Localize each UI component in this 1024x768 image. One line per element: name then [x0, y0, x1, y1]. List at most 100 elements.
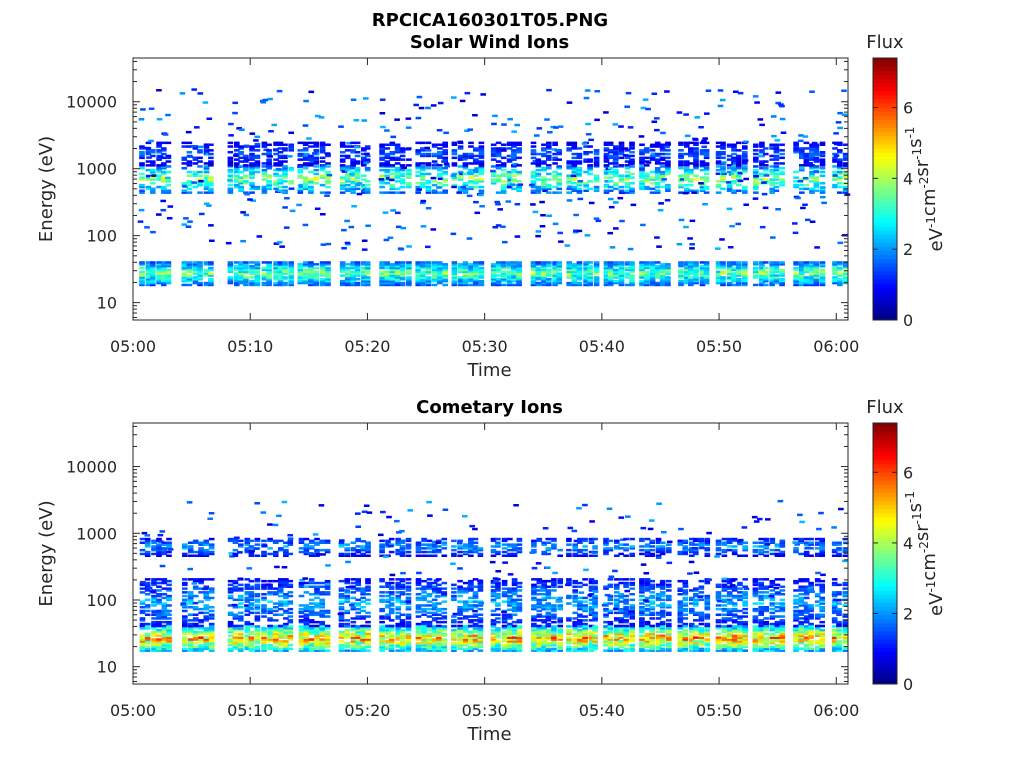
flux-cell: [678, 183, 684, 187]
flux-cell: [379, 264, 385, 268]
flux-cell: [399, 602, 406, 605]
flux-cell: [350, 276, 356, 279]
flux-cell: [613, 165, 619, 168]
flux-cell: [742, 281, 748, 285]
flux-cell: [344, 622, 350, 626]
flux-cell: [238, 619, 244, 622]
flux-cell: [273, 613, 279, 616]
flux-cell: [759, 268, 765, 272]
flux-cell: [288, 276, 294, 279]
flux-cell: [715, 247, 721, 250]
flux-cell: [365, 585, 371, 588]
flux-cell: [181, 276, 188, 279]
flux-cell: [693, 189, 699, 192]
flux-cell: [607, 170, 614, 174]
flux-cell: [298, 647, 305, 651]
flux-cell: [277, 151, 284, 154]
colorbar-swatch: [873, 258, 897, 264]
flux-cell: [450, 232, 457, 236]
flux-cell: [742, 264, 748, 268]
flux-cell: [261, 170, 268, 174]
flux-cell: [731, 182, 737, 185]
flux-cell: [302, 276, 309, 279]
flux-cell: [197, 283, 203, 287]
flux-cell: [161, 638, 168, 641]
flux-cell: [425, 141, 432, 145]
flux-cell: [441, 160, 447, 163]
flux-cell: [629, 283, 635, 287]
flux-cell: [298, 585, 305, 588]
flux-cell: [238, 145, 244, 148]
flux-cell: [399, 274, 406, 277]
flux-cell: [618, 151, 625, 154]
flux-cell: [278, 578, 284, 581]
flux-cell: [338, 647, 345, 651]
flux-cell: [395, 548, 401, 552]
flux-cell: [238, 598, 244, 602]
flux-cell: [399, 579, 406, 583]
flux-cell: [759, 174, 765, 177]
flux-cell: [208, 587, 215, 590]
flux-cell: [350, 180, 356, 183]
flux-cell: [819, 261, 826, 264]
flux-cell: [138, 118, 145, 121]
flux-cell: [227, 642, 234, 645]
flux-cell: [462, 162, 469, 165]
flux-cell: [339, 145, 346, 148]
flux-cell: [283, 636, 289, 639]
flux-cell: [325, 266, 331, 270]
flux-cell: [742, 274, 748, 277]
flux-cell: [308, 611, 315, 615]
flux-cell: [273, 281, 279, 285]
flux-cell: [283, 640, 289, 643]
flux-cell: [779, 279, 785, 283]
colorbar-swatch: [873, 238, 897, 243]
flux-cell: [144, 636, 151, 639]
flux-cell: [156, 643, 162, 647]
flux-cell: [250, 199, 256, 202]
flux-cell: [282, 270, 288, 274]
flux-cell: [319, 609, 325, 613]
flux-cell: [238, 151, 244, 154]
flux-cell: [736, 156, 742, 160]
flux-cell: [693, 278, 699, 281]
flux-cell: [159, 564, 166, 568]
flux-cell: [612, 123, 619, 126]
flux-cell: [182, 640, 188, 643]
flux-cell: [350, 149, 356, 152]
flux-cell: [234, 145, 240, 148]
flux-cell: [500, 279, 507, 283]
flux-cell: [350, 145, 356, 148]
flux-cell: [437, 168, 443, 172]
flux-cell: [688, 152, 694, 156]
flux-cell: [365, 649, 371, 652]
flux-cell: [842, 281, 849, 285]
flux-cell: [165, 270, 172, 274]
flux-cell: [277, 160, 284, 163]
flux-cell: [313, 141, 320, 145]
flux-cell: [203, 550, 210, 554]
flux-cell: [365, 545, 371, 548]
flux-cell: [249, 268, 255, 272]
flux-cell: [139, 541, 146, 544]
flux-cell: [144, 634, 151, 637]
flux-cell: [395, 638, 401, 641]
flux-cell: [273, 630, 279, 634]
flux-cell: [248, 554, 255, 557]
flux-cell: [297, 263, 304, 266]
flux-cell: [437, 191, 443, 194]
flux-cell: [451, 152, 458, 156]
flux-cell: [842, 152, 849, 156]
flux-cell: [308, 628, 315, 632]
flux-cell: [399, 634, 406, 637]
flux-cell: [793, 281, 799, 285]
flux-cell: [350, 552, 357, 556]
flux-cell: [659, 145, 666, 148]
flux-cell: [468, 145, 474, 148]
flux-cell: [385, 606, 391, 609]
flux-cell: [361, 261, 367, 264]
flux-cell: [639, 266, 645, 270]
flux-cell: [468, 283, 474, 287]
flux-cell: [345, 560, 351, 564]
colorbar-swatch: [873, 139, 897, 145]
